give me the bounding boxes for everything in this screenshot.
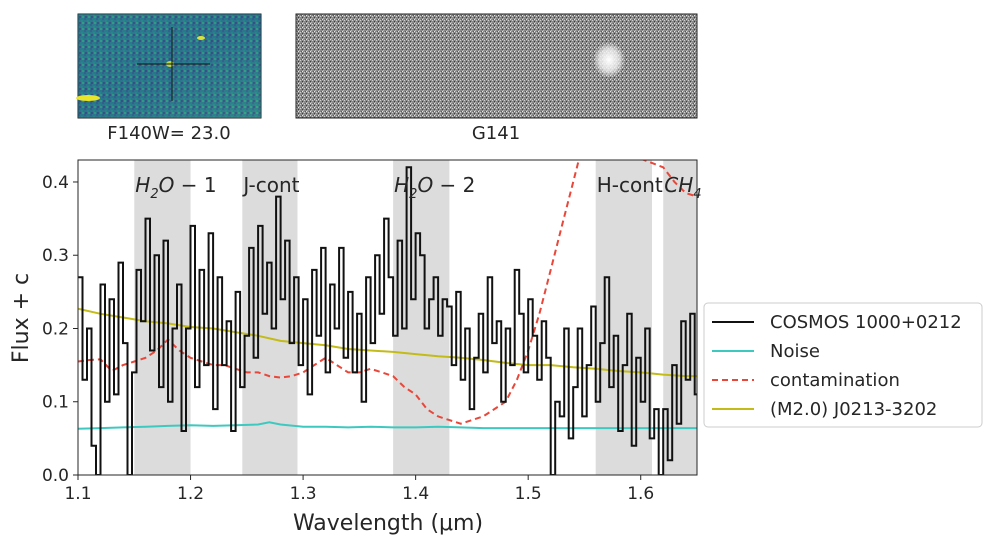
grism-image-caption: G141 bbox=[472, 123, 520, 144]
source-blob-left bbox=[76, 95, 100, 101]
x-axis-label: Wavelength (μm) bbox=[293, 511, 483, 536]
direct-image-caption: F140W= 23.0 bbox=[107, 123, 230, 144]
band-label-1: J-cont bbox=[241, 173, 299, 197]
grism-trace-blob bbox=[593, 42, 625, 78]
x-tick-label-4: 1.5 bbox=[515, 484, 542, 504]
y-tick-label-4: 0.4 bbox=[42, 173, 69, 193]
y-axis-ticks: 0.0 0.1 0.2 0.3 0.4 bbox=[42, 173, 78, 486]
legend-label-1: Noise bbox=[770, 341, 820, 362]
band-label-3: H-cont bbox=[597, 173, 663, 197]
series-line-2 bbox=[78, 160, 697, 425]
legend: COSMOS 1000+0212 Noise contamination (M2.0)… bbox=[703, 302, 983, 428]
plot-frame bbox=[77, 159, 698, 476]
x-axis-ticks: 1.1 1.2 1.3 1.4 1.5 1.6 bbox=[64, 475, 654, 504]
x-tick-label-1: 1.2 bbox=[177, 484, 204, 504]
legend-label-2: contamination bbox=[770, 370, 900, 391]
y-tick-label-3: 0.3 bbox=[42, 246, 69, 266]
y-tick-label-1: 0.1 bbox=[42, 393, 69, 413]
grism-image-thumbnail bbox=[295, 13, 698, 119]
source-blob-top bbox=[197, 36, 205, 40]
band-region-4 bbox=[663, 160, 697, 475]
legend-box bbox=[703, 302, 983, 428]
series-line-3 bbox=[78, 307, 697, 378]
legend-label-0: COSMOS 1000+0212 bbox=[770, 312, 962, 333]
series-layer bbox=[78, 160, 697, 475]
direct-image-thumbnail bbox=[76, 13, 262, 119]
legend-label-3: (M2.0) J0213-3202 bbox=[770, 399, 937, 420]
y-tick-label-0: 0.0 bbox=[42, 466, 69, 486]
band-label-4: CH4 bbox=[664, 173, 701, 202]
band-labels: H2O − 1 J-cont H2O − 2 H-cont CH4 bbox=[135, 173, 701, 202]
x-tick-label-3: 1.4 bbox=[402, 484, 429, 504]
x-tick-label-2: 1.3 bbox=[290, 484, 317, 504]
y-tick-label-2: 0.2 bbox=[42, 319, 69, 339]
band-label-2: H2O − 2 bbox=[394, 173, 475, 202]
series-line-0 bbox=[78, 166, 697, 475]
band-label-0: H2O − 1 bbox=[135, 173, 216, 202]
x-tick-label-0: 1.1 bbox=[64, 484, 91, 504]
y-axis-label: Flux + c bbox=[9, 273, 34, 363]
x-tick-label-5: 1.6 bbox=[627, 484, 654, 504]
